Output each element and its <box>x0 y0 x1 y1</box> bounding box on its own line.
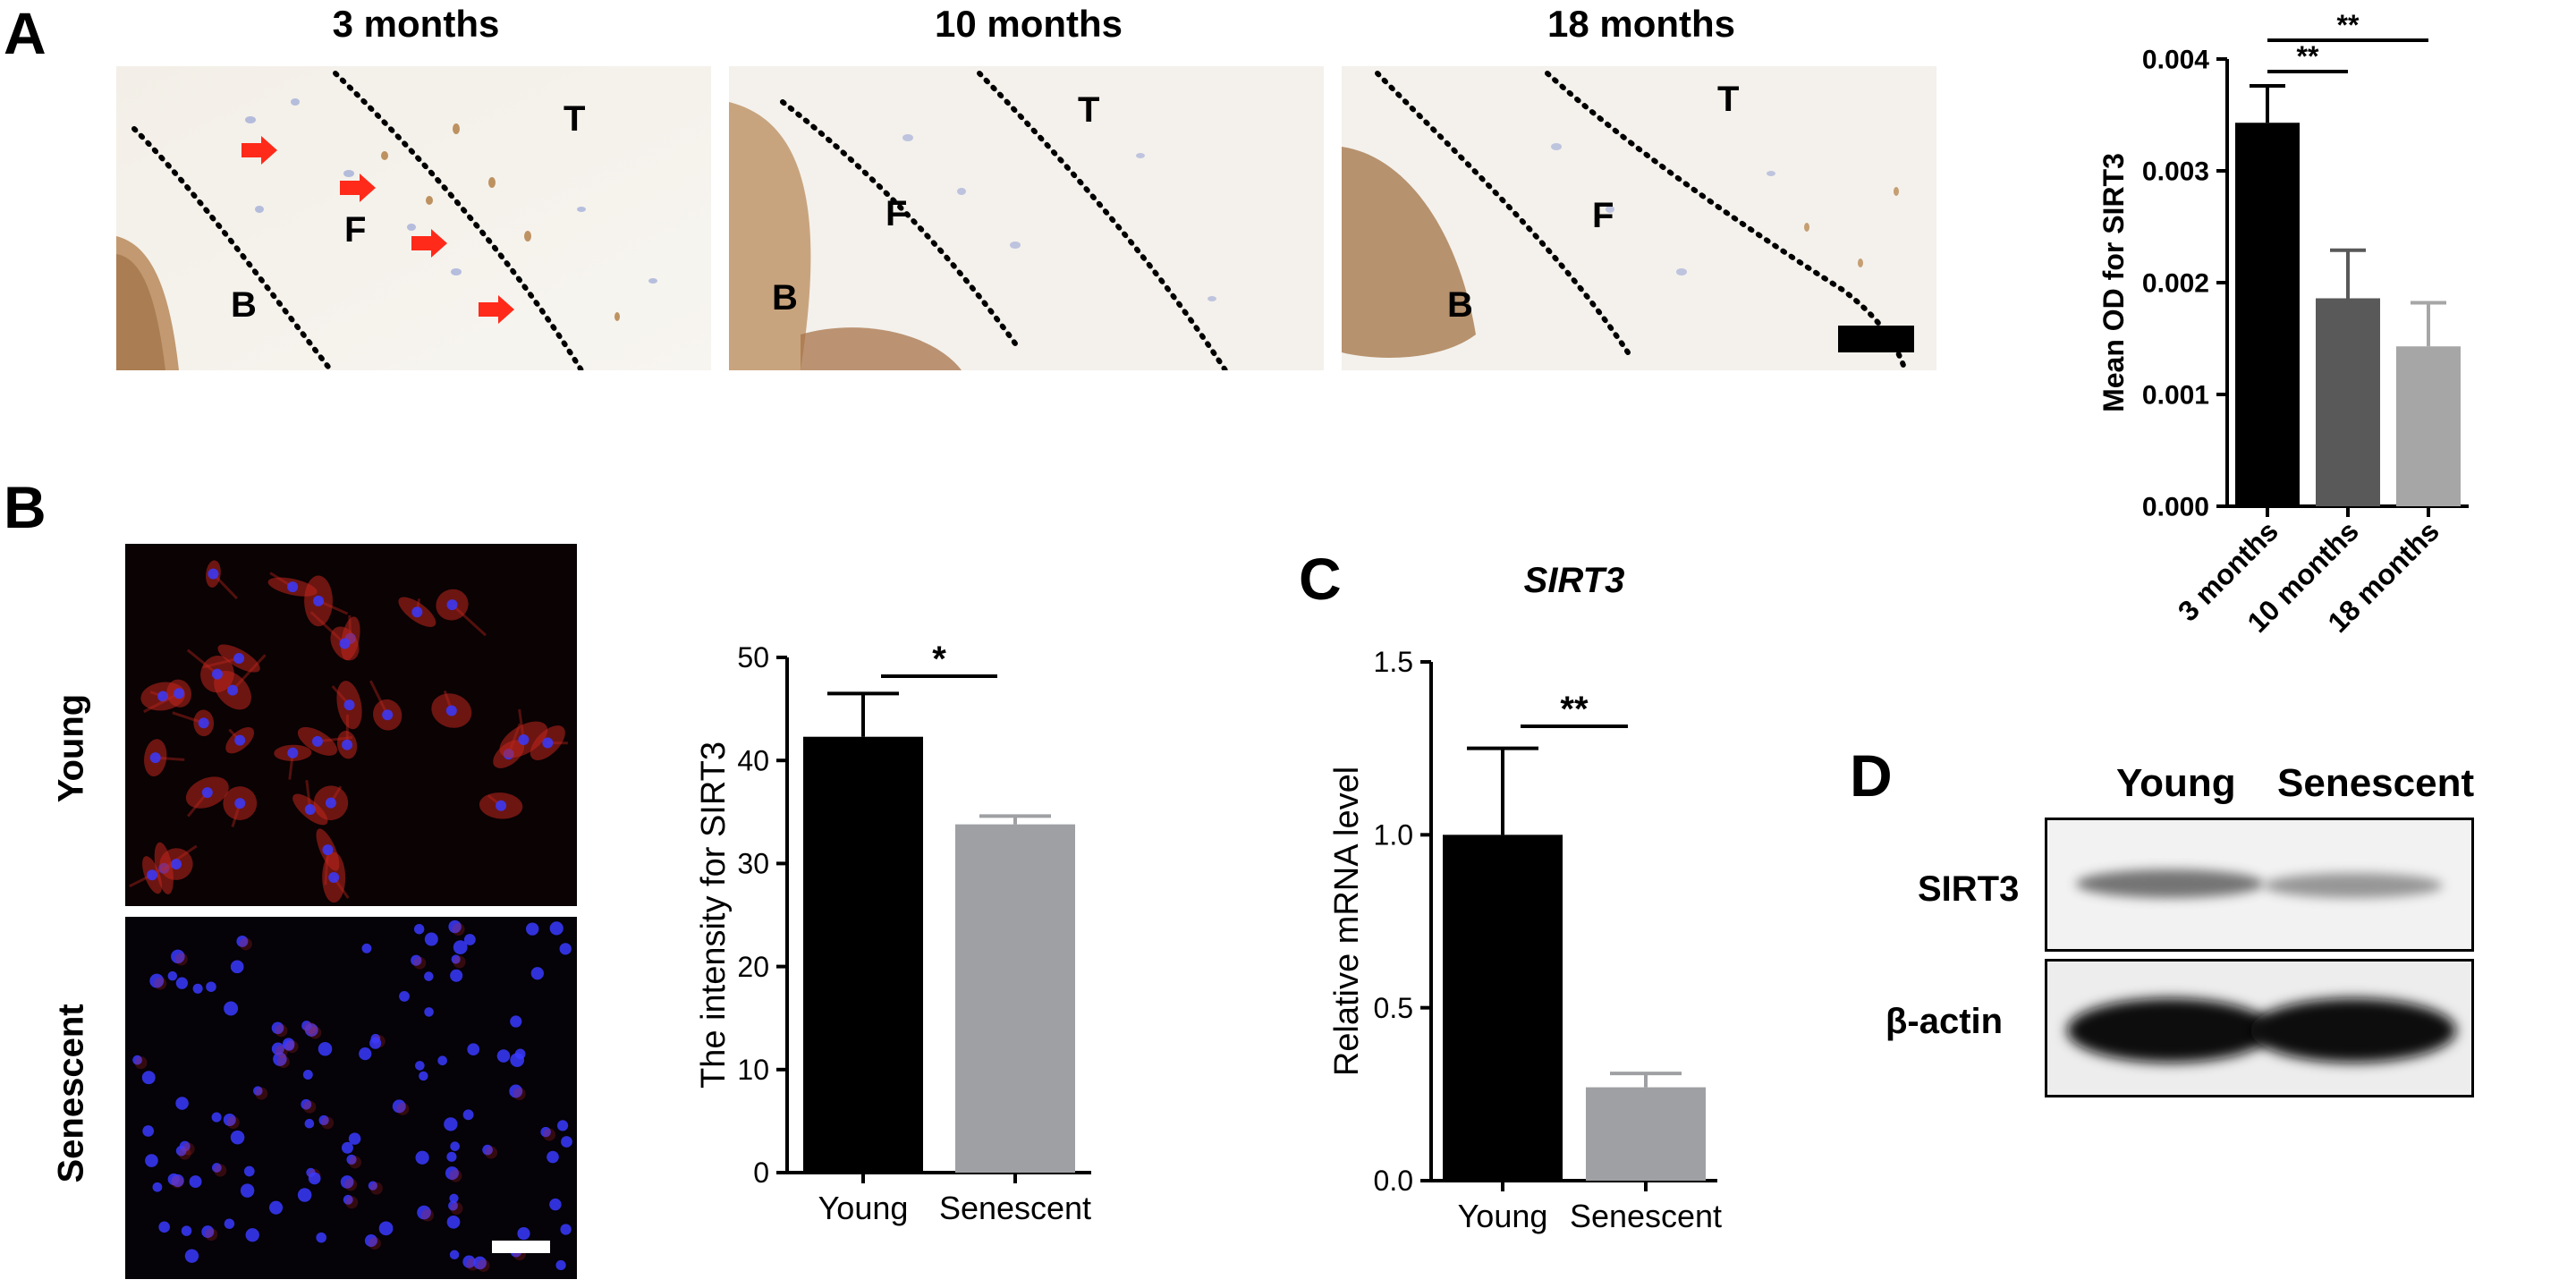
region-label-f: F <box>1592 196 1614 235</box>
blot-row-beta-actin: β-actin <box>1885 1002 2004 1041</box>
region-label-t: T <box>1078 90 1099 130</box>
y-axis-label: Mean OD for SIRT3 <box>2097 153 2130 412</box>
panel-letter-a: A <box>4 0 47 66</box>
western-blot-beta-actin <box>2045 959 2474 1097</box>
significance-marker: ** <box>1560 690 1589 729</box>
y-axis-label: Relative mRNA level <box>1328 767 1366 1076</box>
row-label-young: Young <box>51 693 91 803</box>
blot-column-young: Young <box>2116 761 2236 805</box>
scale-bar <box>492 1241 550 1253</box>
bar-young <box>803 736 923 1173</box>
y-tick-label: 1.5 <box>1374 646 1413 678</box>
row-label-senescent: Senescent <box>51 1004 91 1183</box>
x-tick-label: Young <box>818 1190 909 1226</box>
y-tick-label: 0.004 <box>2142 46 2209 75</box>
blot-column-senescent: Senescent <box>2277 761 2475 805</box>
scale-bar <box>1838 326 1914 352</box>
chart-relative-mrna-sirt3: SIRT3 0.0 0.5 1.0 1.5 Relative mRNA level Youn… <box>1328 561 1722 1234</box>
panel-letter-d: D <box>1850 742 1893 809</box>
fluorescence-image-senescent <box>125 917 577 1279</box>
chart-mean-od-sirt3: 0.000 0.001 0.002 0.003 0.004 Mean OD for SIR… <box>2097 9 2469 639</box>
y-tick-label: 10 <box>737 1054 769 1086</box>
region-label-t: T <box>1717 80 1739 119</box>
histology-image-10-months: T F B <box>729 66 1324 370</box>
region-label-b: B <box>231 285 257 325</box>
x-tick-label: Young <box>1458 1198 1548 1234</box>
y-tick-label: 0 <box>753 1157 769 1189</box>
region-label-f: F <box>886 194 907 233</box>
region-label-f: F <box>344 210 366 250</box>
x-tick-label: Senescent <box>939 1190 1091 1226</box>
y-tick-label: 0.000 <box>2142 493 2209 522</box>
y-tick-label: 50 <box>737 641 769 674</box>
western-blot-sirt3 <box>2045 818 2474 952</box>
region-label-b: B <box>1447 285 1473 325</box>
image-title-3-months: 3 months <box>332 3 500 45</box>
y-axis-label: The intensity for SIRT3 <box>695 741 733 1089</box>
image-title-10-months: 10 months <box>934 3 1123 45</box>
blot-row-sirt3: SIRT3 <box>1918 869 2020 909</box>
y-tick-label: 30 <box>737 848 769 880</box>
y-tick-label: 20 <box>737 951 769 983</box>
fluorescence-image-young <box>125 544 577 906</box>
bar-young <box>1443 835 1563 1181</box>
image-title-18-months: 18 months <box>1546 3 1736 45</box>
x-tick-label: Senescent <box>1570 1198 1722 1234</box>
histology-image-18-months: T F B <box>1342 66 1936 370</box>
bar-senescent <box>1586 1087 1706 1181</box>
chart-title: SIRT3 <box>1524 561 1625 600</box>
significance-marker: ** <box>2337 9 2360 41</box>
panel-letter-c: C <box>1299 546 1342 612</box>
y-tick-label: 0.001 <box>2142 381 2209 411</box>
y-tick-label: 40 <box>737 744 769 776</box>
significance-marker: * <box>932 640 946 679</box>
region-label-t: T <box>564 99 585 139</box>
histology-image-3-months: T F B <box>116 66 711 370</box>
panel-letter-b: B <box>4 474 47 540</box>
y-tick-label: 0.5 <box>1374 992 1413 1024</box>
region-label-b: B <box>772 278 798 318</box>
y-tick-label: 0.003 <box>2142 157 2209 187</box>
chart-intensity-sirt3: 0 10 20 30 40 50 The intensity for SIRT3 Young S… <box>695 640 1091 1226</box>
bar-senescent <box>955 824 1075 1173</box>
y-tick-label: 1.0 <box>1374 819 1413 852</box>
bar-10-months <box>2316 298 2380 506</box>
bar-18-months <box>2396 346 2461 506</box>
significance-marker: ** <box>2297 40 2319 72</box>
y-tick-label: 0.0 <box>1374 1165 1413 1197</box>
bar-3-months <box>2235 123 2300 506</box>
y-tick-label: 0.002 <box>2142 269 2209 299</box>
